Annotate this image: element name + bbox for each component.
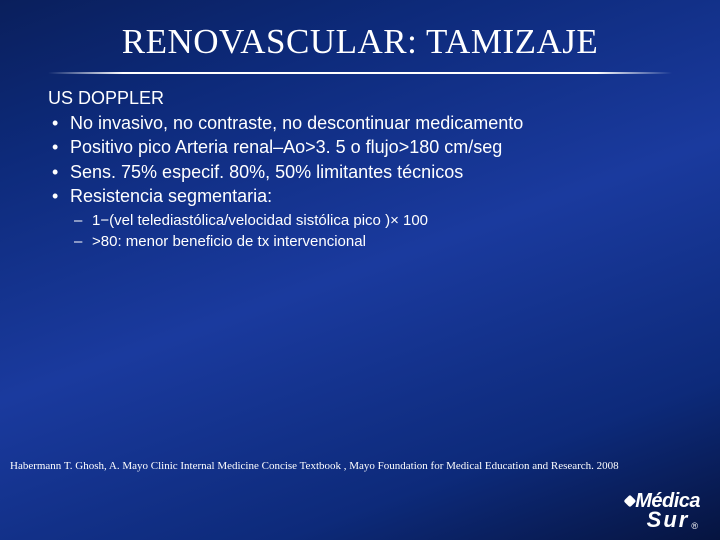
- logo: Médica Sur®: [624, 492, 700, 530]
- citation-text: Habermann T. Ghosh, A. Mayo Clinic Inter…: [10, 460, 619, 472]
- list-item: No invasivo, no contraste, no descontinu…: [48, 111, 672, 135]
- logo-line2: Sur®: [624, 510, 700, 530]
- list-item: Resistencia segmentaria:: [48, 184, 672, 208]
- slide: RENOVASCULAR: TAMIZAJE US DOPPLER No inv…: [0, 0, 720, 540]
- list-item: Positivo pico Arteria renal–Ao>3. 5 o fl…: [48, 135, 672, 159]
- content-area: US DOPPLER No invasivo, no contraste, no…: [0, 74, 720, 252]
- list-item: Sens. 75% especif. 80%, 50% limitantes t…: [48, 160, 672, 184]
- main-bullet-list: No invasivo, no contraste, no descontinu…: [48, 111, 672, 208]
- list-item: 1−(vel telediastólica/velocidad sistólic…: [72, 210, 672, 231]
- slide-title: RENOVASCULAR: TAMIZAJE: [0, 0, 720, 62]
- list-item: >80: menor beneficio de tx intervenciona…: [72, 231, 672, 252]
- sub-bullet-list: 1−(vel telediastólica/velocidad sistólic…: [48, 210, 672, 252]
- content-heading: US DOPPLER: [48, 88, 672, 109]
- registered-mark: ®: [691, 521, 700, 531]
- logo-text-2: Sur: [647, 507, 690, 532]
